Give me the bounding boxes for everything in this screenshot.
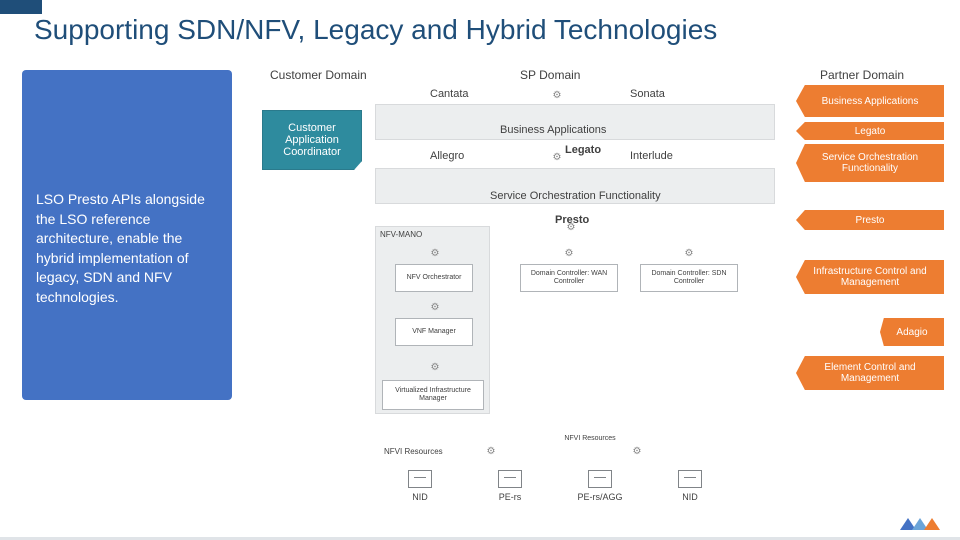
orange-service-orch: Service Orchestration Functionality: [796, 144, 944, 182]
api-label-allegro: Allegro: [430, 150, 464, 162]
domain-header-customer: Customer Domain: [270, 68, 367, 82]
customer-app-coordinator-box: Customer Application Coordinator: [262, 110, 362, 170]
gear-icon: ⚙: [426, 302, 444, 316]
vim-box: Virtualized Infrastructure Manager: [382, 380, 484, 410]
nfvi-resources-top-label: NFVI Resources: [560, 432, 620, 446]
api-label-interlude: Interlude: [630, 150, 673, 162]
node-label-nid-1: NID: [412, 492, 428, 502]
orange-adagio: Adagio: [880, 318, 944, 346]
mef-logo-icon: [898, 512, 942, 534]
business-apps-label: Business Applications: [500, 124, 606, 136]
page-title: Supporting SDN/NFV, Legacy and Hybrid Te…: [34, 14, 717, 46]
api-label-cantata: Cantata: [430, 88, 469, 100]
node-label-persagg: PE-rs/AGG: [577, 492, 622, 502]
nfv-mano-label: NFV-MANO: [380, 230, 422, 239]
gear-icon: ⚙: [426, 362, 444, 376]
api-label-sonata: Sonata: [630, 88, 665, 100]
vnf-manager-box: VNF Manager: [395, 318, 473, 346]
network-node-icon: [408, 470, 432, 488]
description-text: LSO Presto APIs alongside the LSO refere…: [36, 190, 218, 308]
network-node-icon: [588, 470, 612, 488]
description-panel: LSO Presto APIs alongside the LSO refere…: [22, 70, 232, 400]
orange-legato: Legato: [796, 122, 944, 140]
gear-icon: ⚙: [560, 248, 578, 262]
gear-icon: ⚙: [562, 222, 580, 236]
gear-icon: ⚙: [548, 152, 566, 166]
gear-icon: ⚙: [680, 248, 698, 262]
orange-business-apps: Business Applications: [796, 85, 944, 117]
orange-element-control: Element Control and Management: [796, 356, 944, 390]
gear-icon: ⚙: [482, 446, 500, 460]
domain-header-sp: SP Domain: [520, 68, 580, 82]
nfvi-resources-label: NFVI Resources: [380, 444, 460, 460]
sdn-controller-box: Domain Controller: SDN Controller: [640, 264, 738, 292]
network-node-icon: [678, 470, 702, 488]
node-label-nid-2: NID: [682, 492, 698, 502]
wan-controller-box: Domain Controller: WAN Controller: [520, 264, 618, 292]
top-accent-bar: [0, 0, 42, 14]
node-label-pers: PE-rs: [499, 492, 522, 502]
nfv-orchestrator-box: NFV Orchestrator: [395, 264, 473, 292]
gear-icon: ⚙: [426, 248, 444, 262]
orange-infra-control: Infrastructure Control and Management: [796, 260, 944, 294]
gear-icon: ⚙: [628, 446, 646, 460]
service-orch-label: Service Orchestration Functionality: [490, 190, 661, 202]
api-label-legato: Legato: [565, 144, 601, 156]
network-node-icon: [498, 470, 522, 488]
gear-icon: ⚙: [548, 90, 566, 104]
orange-presto: Presto: [796, 210, 944, 230]
domain-header-partner: Partner Domain: [820, 68, 904, 82]
